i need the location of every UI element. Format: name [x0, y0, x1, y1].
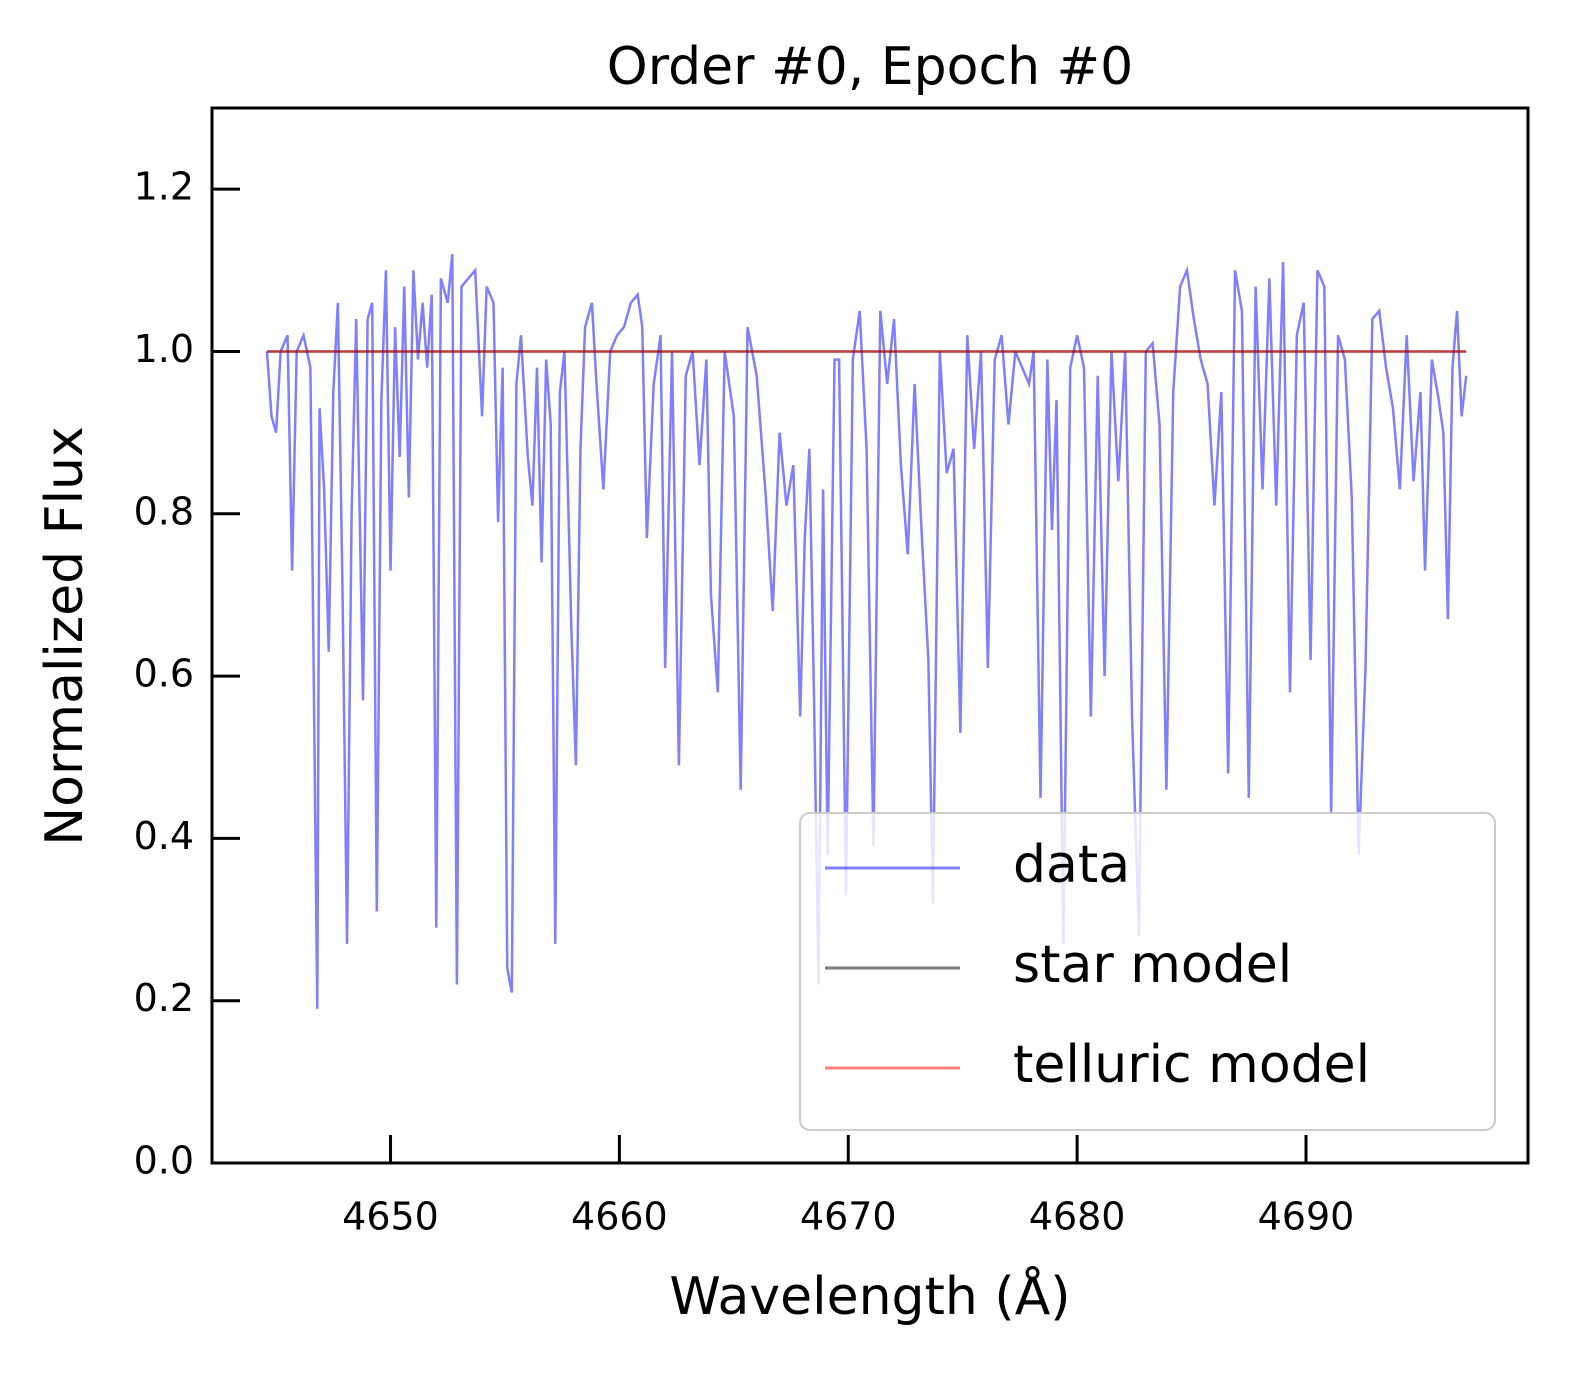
legend-label: star model	[1013, 935, 1292, 995]
y-axis-label: Normalized Flux	[35, 426, 95, 846]
y-tick-label: 0.8	[134, 489, 194, 533]
y-tick-label: 0.0	[134, 1139, 194, 1183]
y-tick-label: 0.4	[134, 814, 194, 858]
x-axis-label: Wavelength (Å)	[669, 1265, 1070, 1327]
x-tick-label: 4690	[1258, 1195, 1355, 1239]
y-tick-label: 1.2	[134, 165, 194, 209]
chart-title: Order #0, Epoch #0	[607, 37, 1133, 97]
legend-label: telluric model	[1013, 1035, 1370, 1095]
x-tick-label: 4650	[342, 1195, 439, 1239]
plot-frame	[210, 106, 1530, 1165]
y-tick-label: 0.2	[134, 976, 194, 1020]
y-tick-label: 1.0	[134, 327, 194, 371]
x-tick-label: 4660	[571, 1195, 668, 1239]
x-tick-label: 4670	[800, 1195, 897, 1239]
x-tick-label: 4680	[1029, 1195, 1126, 1239]
legend-label: data	[1013, 835, 1130, 895]
y-tick-label: 0.6	[134, 652, 194, 696]
legend-box	[799, 812, 1496, 1131]
